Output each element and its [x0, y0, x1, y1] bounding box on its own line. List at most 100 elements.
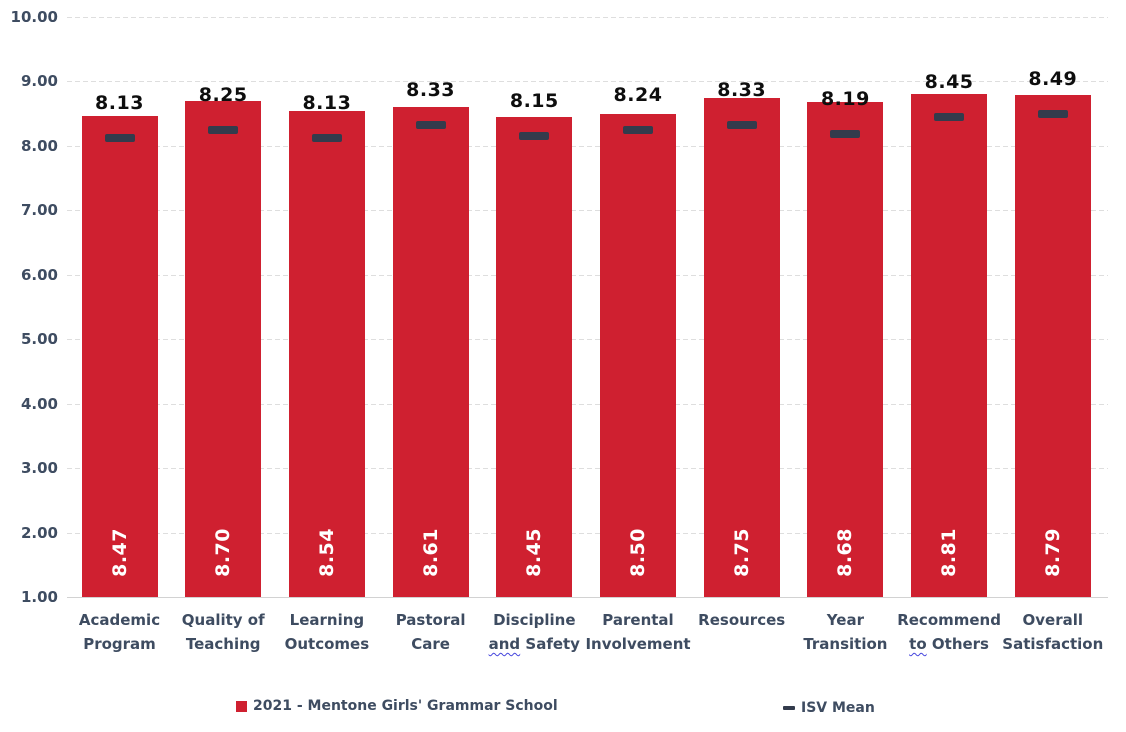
legend-dash-swatch — [783, 706, 795, 710]
category-label-line: Teaching — [185, 635, 261, 653]
isv-mean-marker — [934, 112, 965, 121]
bar-value-label-box: 8.81 — [911, 497, 987, 587]
category-label: Recommend to Others — [889, 608, 1009, 656]
bar-value-label: 8.47 — [108, 528, 131, 577]
bar-value-label-box: 8.50 — [600, 497, 676, 587]
category-label: Discipline and Safety — [474, 608, 594, 656]
bar-value-label-box: 8.70 — [185, 497, 261, 587]
gridline — [67, 210, 1108, 212]
isv-mean-marker — [830, 129, 861, 138]
isv-mean-value-label: 8.13 — [302, 91, 352, 114]
bar — [288, 111, 365, 597]
y-axis-tick-label: 2.00 — [20, 523, 58, 542]
bar — [392, 106, 469, 597]
bar — [807, 102, 884, 597]
category-label-line: Recommend — [897, 611, 1001, 629]
category-label: Year Transition — [785, 608, 905, 656]
y-axis-tick-label: 5.00 — [20, 330, 58, 349]
isv-mean-value-label: 8.15 — [509, 90, 559, 113]
isv-mean-value-label: 8.25 — [198, 83, 248, 106]
isv-mean-marker — [311, 133, 342, 142]
bar-value-label: 8.68 — [834, 528, 857, 577]
isv-mean-value-label: 8.45 — [924, 70, 974, 93]
category-label-line: Involvement — [585, 635, 691, 653]
bar — [496, 116, 573, 597]
spellcheck-squiggle-word: and — [488, 635, 521, 653]
category-label-line: Overall — [1022, 611, 1084, 629]
y-axis-tick-label: 10.00 — [10, 8, 58, 26]
category-label-line: Academic — [78, 611, 161, 629]
y-axis-tick-label: 9.00 — [20, 72, 58, 91]
gridline — [67, 145, 1108, 147]
legend-item-school-series: 2021 - Mentone Girls' Grammar School — [236, 698, 558, 714]
gridline — [67, 339, 1108, 341]
bar — [185, 100, 262, 597]
gridline — [67, 532, 1108, 534]
bar-value-label-box: 8.61 — [393, 497, 469, 587]
bar — [1014, 94, 1091, 597]
category-label-line: Discipline — [493, 611, 576, 629]
isv-mean-value-label: 8.49 — [1028, 68, 1078, 91]
category-label-line: Year — [826, 611, 864, 629]
bar-value-label: 8.81 — [938, 528, 961, 577]
isv-mean-value-label: 8.13 — [95, 91, 144, 114]
bar-value-label-box: 8.47 — [82, 497, 158, 587]
category-label: Pastoral Care — [371, 608, 491, 656]
bar-value-label: 8.79 — [1041, 528, 1064, 577]
bar-value-label-box: 8.68 — [807, 497, 883, 587]
y-axis-tick-label: 8.00 — [20, 136, 58, 155]
category-label-line: and Safety — [488, 635, 580, 653]
bar-value-label: 8.75 — [730, 528, 753, 577]
category-label: Academic Program — [60, 608, 180, 656]
category-label: Resources — [682, 608, 802, 632]
category-label: Quality of Teaching — [163, 608, 283, 656]
category-label-line: Learning — [289, 611, 365, 629]
bar — [81, 115, 158, 597]
isv-mean-marker — [1037, 110, 1068, 119]
bar-value-label-box: 8.75 — [704, 497, 780, 587]
legend-label-school-series: 2021 - Mentone Girls' Grammar School — [253, 698, 558, 714]
y-axis-tick-label: 6.00 — [20, 265, 58, 284]
bar — [703, 97, 780, 597]
x-axis-baseline — [67, 597, 1108, 598]
isv-mean-value-label: 8.33 — [717, 78, 767, 101]
category-label-line: Satisfaction — [1002, 635, 1104, 653]
isv-mean-marker — [415, 120, 446, 129]
isv-mean-value-label: 8.19 — [820, 87, 870, 110]
bar-value-label: 8.50 — [627, 528, 649, 577]
gridline — [67, 274, 1108, 276]
isv-mean-marker — [208, 125, 239, 134]
bar-value-label-box: 8.79 — [1015, 497, 1091, 587]
category-label: Learning Outcomes — [267, 608, 387, 656]
category-label-line: Pastoral — [395, 611, 466, 629]
category-label-line: to Others — [909, 635, 989, 653]
category-label-line: Transition — [803, 635, 888, 653]
isv-mean-marker — [623, 126, 653, 135]
isv-mean-value-label: 8.33 — [406, 78, 456, 101]
bar — [600, 113, 676, 597]
legend-square-swatch — [236, 700, 247, 712]
bar-value-label-box: 8.54 — [289, 497, 365, 587]
y-axis-tick-label: 1.00 — [20, 588, 58, 606]
legend-label-isv-mean: ISV Mean — [801, 700, 875, 716]
bar-value-label-box: 8.45 — [496, 497, 572, 587]
isv-mean-marker — [104, 133, 135, 142]
y-axis-tick-label: 4.00 — [20, 394, 58, 413]
category-label-line: Program — [83, 635, 156, 653]
isv-mean-marker — [519, 132, 550, 141]
bar-value-label: 8.45 — [523, 528, 546, 577]
bar-value-label: 8.54 — [315, 528, 338, 577]
bar-value-label: 8.70 — [212, 528, 235, 577]
y-axis-tick-label: 7.00 — [20, 201, 58, 220]
category-label-line: Resources — [698, 611, 786, 629]
category-label-line: Parental — [602, 611, 674, 629]
y-axis-tick-label: 3.00 — [20, 459, 58, 478]
legend-item-isv-mean: ISV Mean — [783, 700, 875, 716]
gridline — [67, 403, 1108, 405]
bar — [911, 93, 988, 597]
category-label-line: Outcomes — [284, 635, 370, 653]
bar-value-label: 8.61 — [419, 528, 442, 577]
spellcheck-squiggle-word: to — [909, 635, 927, 653]
category-label: Overall Satisfaction — [993, 608, 1113, 656]
